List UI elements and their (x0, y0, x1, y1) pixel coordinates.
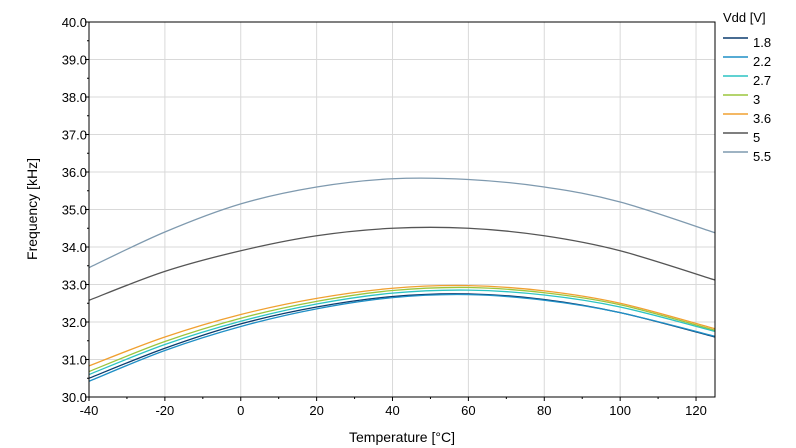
legend-label: 2.7 (753, 73, 771, 88)
x-tick-labels: -40 -20 0 20 40 60 80 100 120 (80, 403, 707, 418)
x-tick-label: 80 (537, 403, 551, 418)
x-tick-label: 120 (685, 403, 707, 418)
series-lines (88, 177, 716, 382)
x-tick-label: 40 (385, 403, 399, 418)
series-line-5-5 (88, 177, 716, 269)
y-tick-label: 34.0 (62, 240, 87, 255)
series-line-3-6 (88, 284, 716, 367)
y-tick-label: 33.0 (62, 278, 87, 293)
x-tick-label: 0 (237, 403, 244, 418)
x-tick-label: 20 (309, 403, 323, 418)
y-tick-labels: 30.0 31.0 32.0 33.0 34.0 35.0 36.0 37.0 38.0 39.0… (62, 15, 87, 405)
y-tick-label: 40.0 (62, 15, 87, 30)
series-line-3 (88, 286, 716, 373)
legend-label: 5.5 (753, 149, 771, 164)
x-axis-title: Temperature [°C] (349, 429, 455, 445)
x-tick-label: -40 (80, 403, 99, 418)
legend-label: 2.2 (753, 54, 771, 69)
y-tick-label: 32.0 (62, 315, 87, 330)
legend-label: 3.6 (753, 111, 771, 126)
y-tick-label: 35.0 (62, 203, 87, 218)
y-tick-label: 30.0 (62, 390, 87, 405)
legend-title: Vdd [V] (723, 10, 766, 25)
y-tick-label: 31.0 (62, 353, 87, 368)
y-tick-label: 37.0 (62, 128, 87, 143)
y-tick-label: 39.0 (62, 53, 87, 68)
series-line-2-2 (88, 293, 716, 382)
series-line-2-7 (88, 289, 716, 376)
y-tick-label: 38.0 (62, 90, 87, 105)
legend-label: 5 (753, 130, 760, 145)
series-line-5 (88, 226, 716, 301)
legend-label: 3 (753, 92, 760, 107)
y-tick-label: 36.0 (62, 165, 87, 180)
axis-ticks (85, 21, 697, 401)
legend: 1.8 2.2 2.7 3 3.6 5 5.5 (723, 35, 771, 164)
x-tick-label: 100 (609, 403, 631, 418)
x-tick-label: 60 (461, 403, 475, 418)
x-tick-label: -20 (155, 403, 174, 418)
y-axis-title: Frequency [kHz] (24, 158, 40, 260)
legend-label: 1.8 (753, 35, 771, 50)
